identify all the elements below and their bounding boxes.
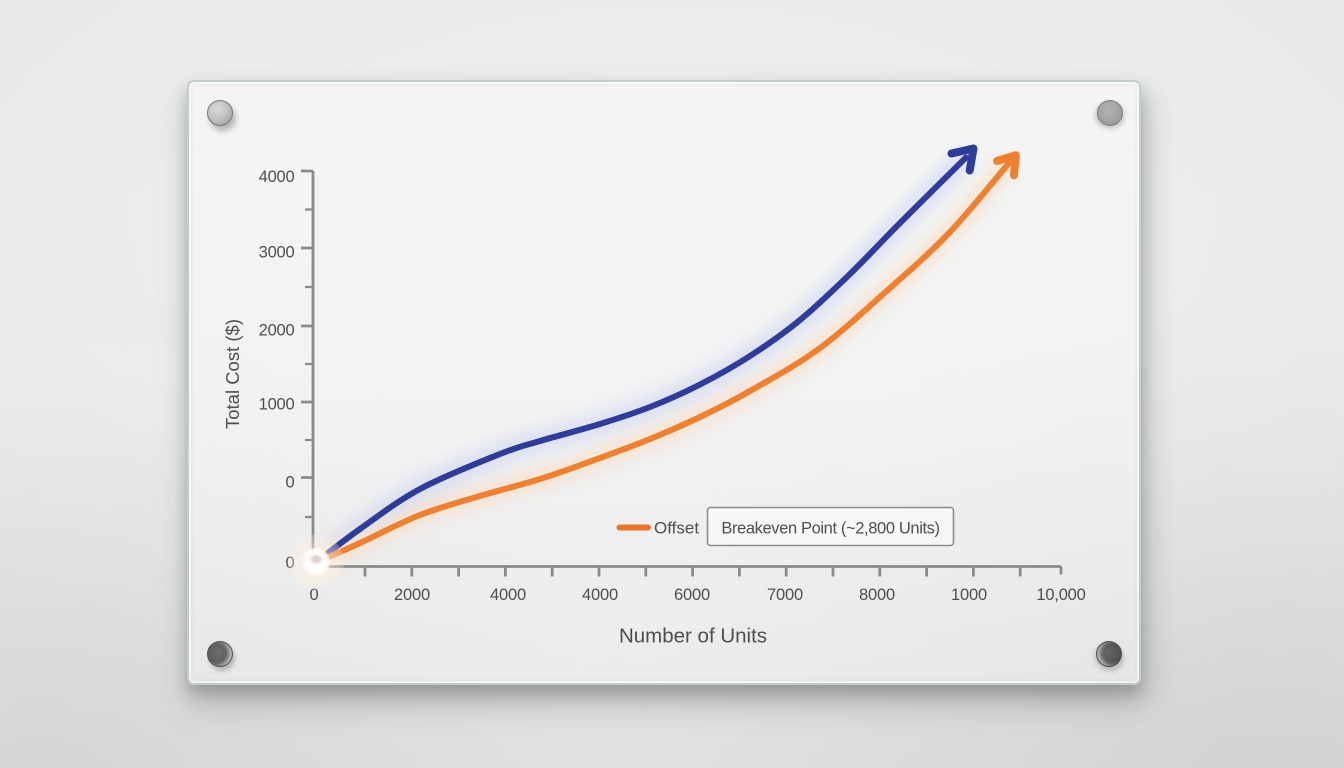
svg-text:8000: 8000 [859,586,895,604]
svg-text:6000: 6000 [674,586,710,604]
svg-text:2000: 2000 [394,586,430,604]
svg-text:3000: 3000 [259,244,295,262]
svg-text:Breakeven Point (~2,800 Units): Breakeven Point (~2,800 Units) [721,520,939,538]
svg-text:4000: 4000 [490,586,526,604]
svg-text:10,000: 10,000 [1036,586,1085,604]
svg-text:4000: 4000 [582,586,618,604]
svg-text:Number of Units: Number of Units [619,625,767,648]
svg-text:0: 0 [310,586,319,604]
svg-text:4000: 4000 [259,168,295,186]
svg-text:Offset: Offset [654,519,699,538]
svg-text:1000: 1000 [951,586,987,604]
svg-text:0: 0 [286,474,295,492]
svg-text:2000: 2000 [259,322,295,340]
svg-text:1000: 1000 [259,396,295,414]
svg-text:7000: 7000 [767,586,803,604]
svg-text:Total Cost ($): Total Cost ($) [222,319,243,429]
